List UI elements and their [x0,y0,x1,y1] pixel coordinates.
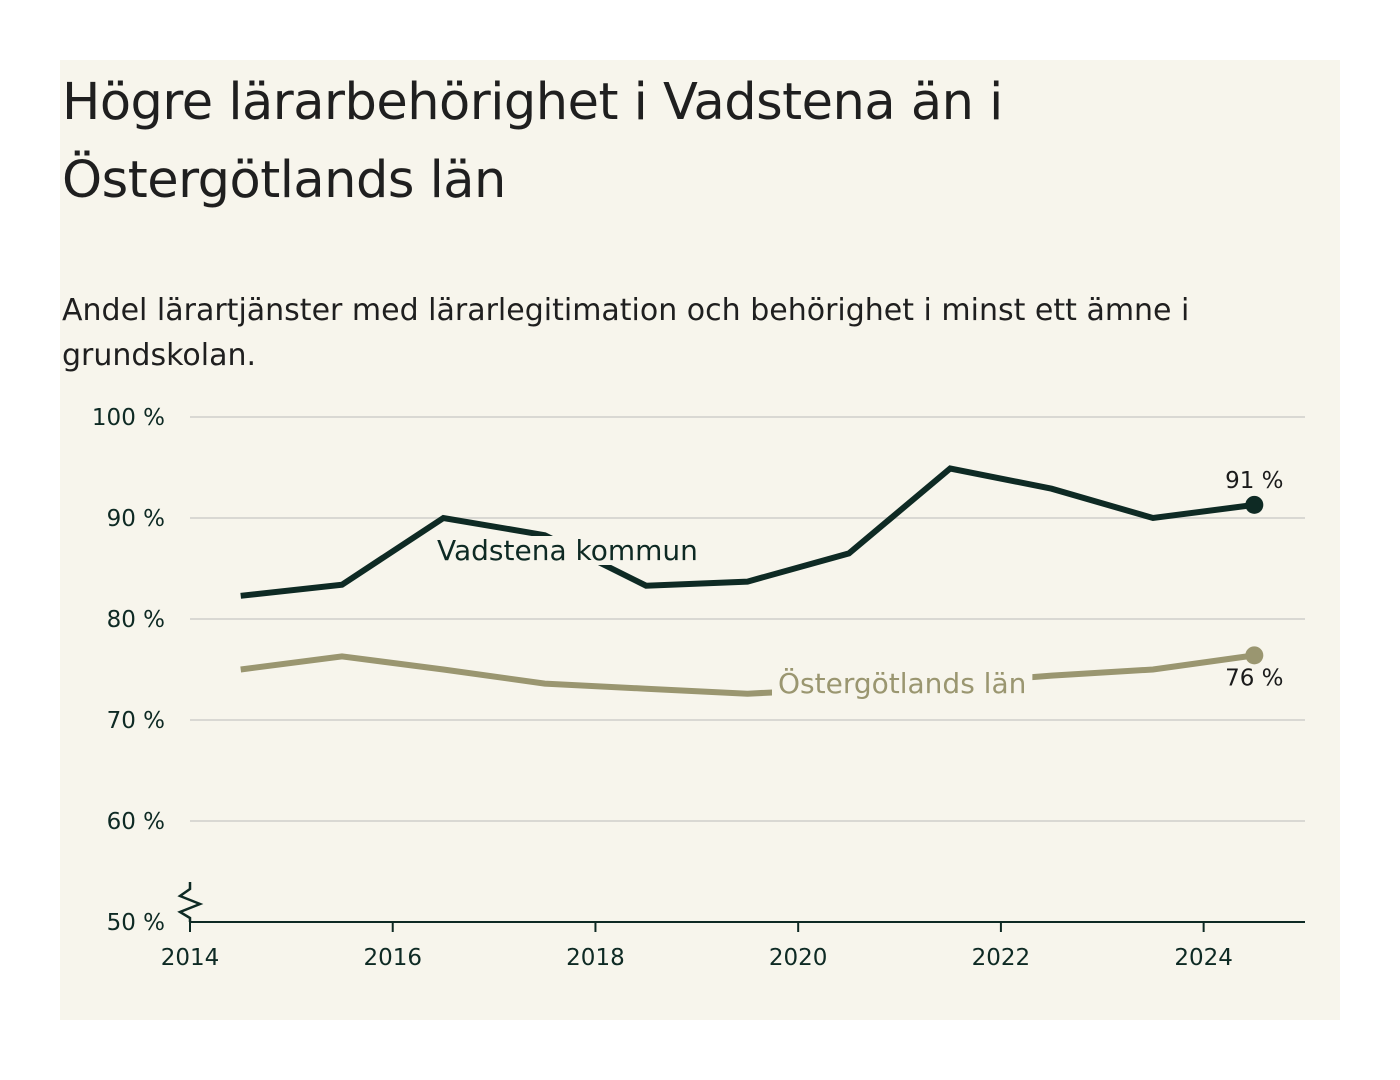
series-line-2 [240,652,1255,697]
end-value-label-2: 76 % [1225,665,1283,691]
x-tick-label: 2020 [769,945,828,971]
series-end-marker-2 [1245,646,1264,665]
x-tick-label: 2014 [161,945,220,971]
x-tick-label: 2018 [566,945,625,971]
axis-break-icon [177,882,204,922]
series-label-2: Östergötlands län [778,666,1026,700]
end-value-label-1: 91 % [1225,468,1283,494]
series-line-1 [240,465,1255,599]
x-tick-label: 2024 [1174,945,1233,971]
chart-subtitle: Andel lärartjänster med lärarlegitimatio… [62,293,1190,373]
series-label-bg [431,536,704,565]
series-end-marker-1 [1245,495,1264,514]
chart-title: Högre lärarbehörighet i Vadstena än i Ös… [62,73,1003,210]
y-tick-label: 90 % [107,506,165,532]
y-tick-label: 60 % [107,809,165,835]
y-tick-label: 100 % [92,405,165,431]
x-tick-label: 2022 [972,945,1031,971]
y-tick-label: 80 % [107,607,165,633]
series-label-1: Vadstena kommun [437,534,698,567]
series-label-bg [772,668,1033,698]
x-tick-label: 2016 [363,945,422,971]
y-tick-label: 70 % [107,708,165,734]
y-tick-label: 50 % [107,910,165,936]
